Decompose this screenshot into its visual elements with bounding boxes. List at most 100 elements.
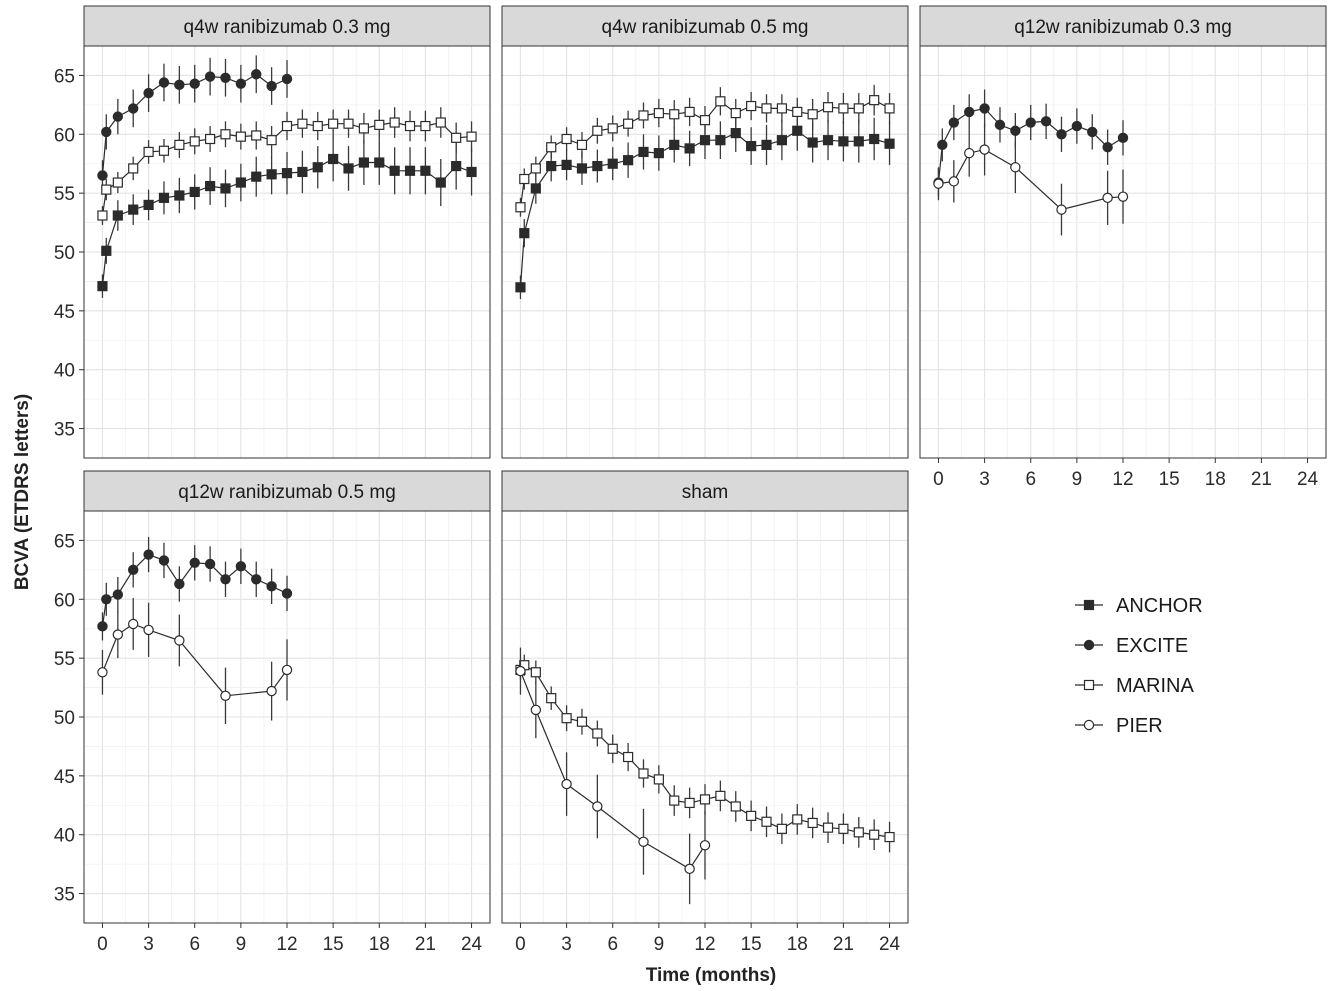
data-point [884,138,895,149]
data-point [220,129,231,140]
data-point [653,107,664,119]
data-point [792,106,803,118]
panel-2: q4w ranibizumab 0.5 mg [501,5,909,459]
data-point [101,594,112,605]
data-point [515,202,526,213]
data-point [220,72,231,83]
data-point [530,667,541,678]
data-point [235,78,247,89]
data-point [869,829,880,840]
data-point [530,183,541,194]
data-point [251,130,262,141]
data-point [979,144,990,155]
series-anchor [97,136,477,298]
series-marina [515,84,895,217]
y-tick-label: 55 [54,184,75,205]
data-point [174,578,185,590]
data-point [684,797,695,809]
data-point [174,190,185,201]
data-point [669,795,680,806]
data-point [297,118,308,129]
data-point [884,831,895,843]
x-tick-label: 9 [236,934,247,955]
data-point [853,827,864,838]
panel-title: q4w ranibizumab 0.3 mg [184,17,391,38]
data-point [653,774,664,785]
data-point [404,120,416,132]
data-point [266,80,277,92]
data-point [761,103,772,114]
data-point [807,137,818,148]
data-point [143,549,154,560]
data-point [143,87,154,99]
series-pier [97,598,293,725]
panels: q4w ranibizumab 0.3 mg q4w ranibizumab 0.… [83,5,1327,924]
x-tick-label: 0 [97,934,108,955]
data-point [623,751,634,763]
data-point [576,163,588,174]
data-point [251,69,262,80]
data-point [592,801,603,812]
data-point [112,210,123,221]
series-pier [515,647,711,905]
data-point [699,115,711,126]
panel-title: sham [682,482,728,503]
data-point [715,96,726,107]
data-point [97,210,108,221]
data-point [838,823,849,834]
legend-key [1083,719,1095,731]
data-point [715,790,726,801]
data-point [561,159,572,170]
x-tick-label: 21 [1251,469,1272,490]
data-point [623,118,634,129]
data-point [174,635,185,646]
x-tick-label: 24 [879,934,901,955]
data-point [189,186,200,198]
x-axis-title: Time (months) [646,965,777,986]
panel-strip [501,5,909,47]
legend-item-pier: PIER [1075,715,1163,737]
data-point [189,78,200,89]
data-point [792,125,803,136]
data-point [205,133,216,145]
data-point [761,816,772,827]
data-point [669,109,680,120]
data-point [822,135,834,146]
data-point [623,155,634,166]
legend-item-marina: MARINA [1075,675,1194,697]
data-point [853,103,864,114]
panel-4: q12w ranibizumab 0.5 mg [83,470,491,924]
data-point [251,171,262,182]
data-point [1117,132,1129,144]
data-point [869,95,880,106]
data-point [546,142,557,153]
data-point [220,690,231,702]
data-point [1010,125,1021,136]
legend-label: PIER [1116,715,1163,737]
data-point [404,165,416,176]
x-tick-label: 18 [369,934,390,955]
data-point [684,143,695,154]
y-tick-label: 65 [54,531,75,552]
data-point [451,160,462,172]
data-point [838,136,849,147]
data-point [189,557,200,568]
data-point [374,157,385,168]
data-point [699,135,711,146]
data-point [128,103,139,114]
panel-1: q4w ranibizumab 0.3 mg [83,5,491,459]
data-point [97,170,108,181]
data-point [1087,126,1098,138]
data-point [97,281,108,292]
data-point [281,664,293,676]
legend-key [1083,679,1095,691]
data-point [638,146,649,158]
data-point [1102,142,1113,153]
data-point [205,180,216,192]
data-point [220,183,231,194]
data-point [792,814,803,825]
data-point [761,139,772,150]
panel-strip [919,5,1327,47]
data-point [807,817,818,829]
data-point [281,588,293,599]
